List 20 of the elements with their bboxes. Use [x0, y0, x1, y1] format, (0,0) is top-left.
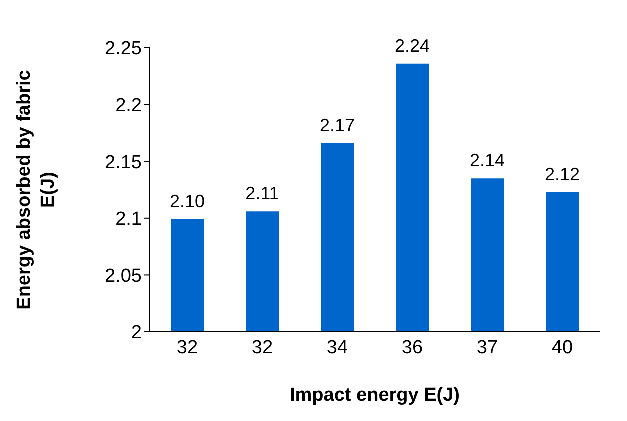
- data-label: 2.24: [394, 36, 430, 56]
- x-tick-label: 36: [402, 337, 424, 358]
- y-tick-label: 2.2: [116, 96, 142, 117]
- data-label: 2.12: [544, 164, 580, 184]
- x-tick-label: 40: [552, 337, 574, 358]
- data-label: 2.17: [320, 115, 356, 136]
- x-tick-label: 32: [252, 337, 274, 358]
- data-label: 2.11: [246, 184, 280, 204]
- y-tick-label: 2.15: [105, 152, 142, 174]
- y-tick-label: 2.05: [105, 266, 142, 287]
- x-axis-title: Impact energy E(J): [290, 385, 460, 406]
- x-tick-label: 32: [176, 337, 198, 358]
- x-tick-label: 34: [326, 337, 348, 358]
- y-axis-title: Energy absorbed by fabric E(J): [14, 70, 59, 310]
- x-tick-label: 37: [476, 337, 498, 358]
- data-label: 2.10: [170, 192, 206, 212]
- y-tick-label: 2: [131, 322, 142, 344]
- data-label: 2.14: [470, 150, 506, 171]
- y-tick-label: 2.1: [116, 209, 142, 230]
- y-tick-label: 2.25: [105, 38, 142, 60]
